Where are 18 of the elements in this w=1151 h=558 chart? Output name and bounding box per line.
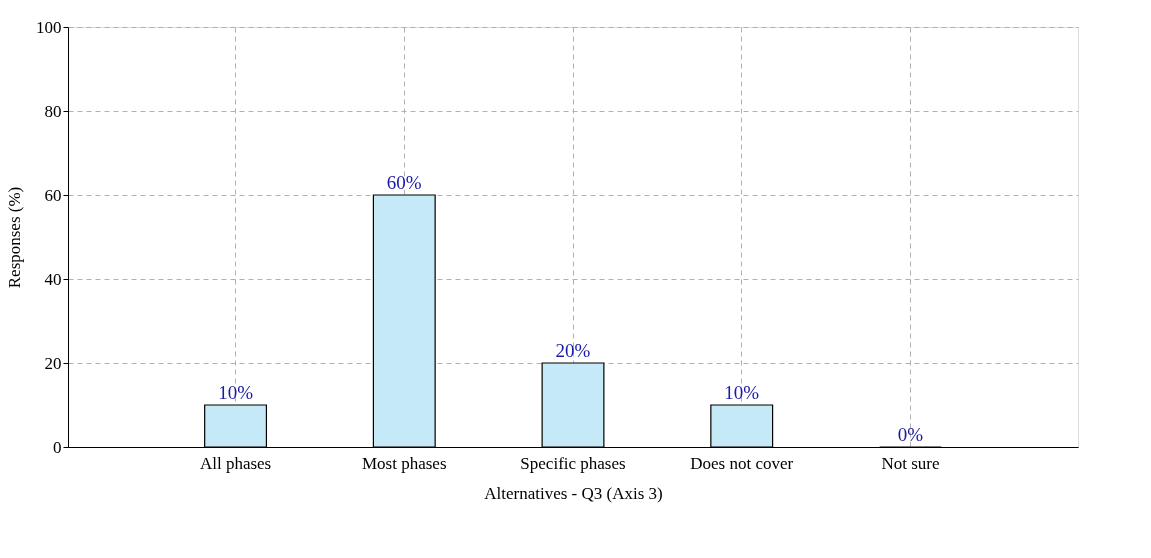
y-tick-label: 60	[44, 185, 62, 205]
y-tick-label: 100	[36, 17, 62, 37]
data-label: 60%	[386, 172, 422, 193]
x-tick-label: Does not cover	[690, 453, 794, 473]
y-tick-label: 80	[44, 101, 62, 121]
y-tick-label: 40	[44, 269, 62, 289]
y-tick-label: 20	[44, 353, 62, 373]
data-label: 20%	[555, 340, 591, 361]
x-tick-label: Most phases	[362, 453, 447, 473]
y-tick-label: 0	[53, 437, 62, 457]
data-label: 10%	[724, 382, 760, 403]
data-label: 10%	[218, 382, 254, 403]
x-axis-title: Alternatives - Q3 (Axis 3)	[484, 483, 663, 503]
x-tick-label: Specific phases	[520, 453, 626, 473]
y-axis-title: Responses (%)	[5, 186, 24, 289]
data-label: 0%	[897, 424, 924, 445]
x-tick-label: Not sure	[881, 453, 940, 473]
x-tick-label: All phases	[199, 453, 272, 473]
